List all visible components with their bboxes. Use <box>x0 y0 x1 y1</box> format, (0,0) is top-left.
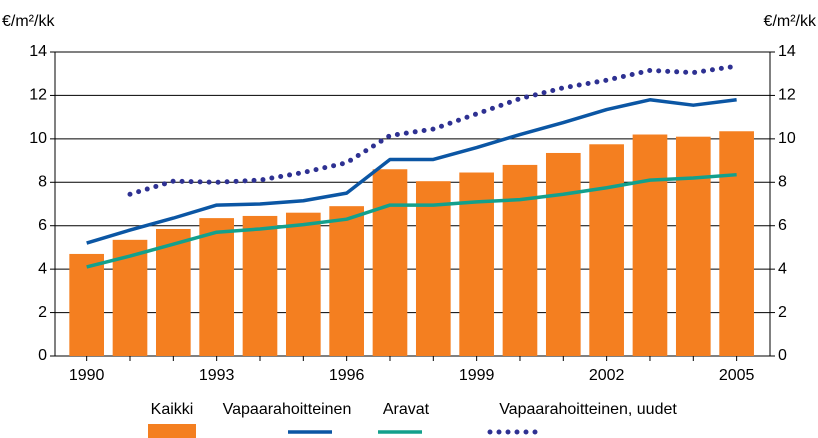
y2-tick-label: 12 <box>778 87 796 104</box>
bar <box>675 136 711 356</box>
legend-label: Vapaarahoitteinen <box>223 401 352 418</box>
legend-label: Kaikki <box>151 401 194 418</box>
y2-tick-label: 4 <box>778 260 787 277</box>
line <box>86 172 737 269</box>
y-tick-label: 10 <box>29 130 47 147</box>
bar <box>242 215 278 356</box>
bar <box>372 169 408 356</box>
y-tick-label: 6 <box>38 217 47 234</box>
legend-label: Vapaarahoitteinen, uudet <box>499 401 677 418</box>
y2-tick-label: 0 <box>778 347 787 364</box>
y2-tick-label: 8 <box>778 174 787 191</box>
x-tick-label: 1990 <box>69 367 105 384</box>
bar <box>589 144 624 356</box>
line <box>86 98 737 245</box>
bar <box>415 181 451 356</box>
bar <box>545 152 581 356</box>
bar <box>69 253 104 356</box>
bar <box>329 206 364 356</box>
bar <box>285 212 321 356</box>
y-tick-label: 12 <box>29 87 47 104</box>
x-tick-label: 1999 <box>459 367 495 384</box>
y2-tick-label: 2 <box>778 304 787 321</box>
bar <box>199 218 234 356</box>
bar <box>155 228 191 356</box>
y-tick-label: 8 <box>38 174 47 191</box>
y2-axis-label: €/m²/kk <box>764 13 817 30</box>
y-tick-label: 0 <box>38 347 47 364</box>
x-tick-label: 1993 <box>199 367 235 384</box>
line <box>127 63 740 197</box>
y-tick-label: 4 <box>38 260 47 277</box>
bar <box>719 131 754 356</box>
legend-swatch <box>148 424 196 438</box>
y2-tick-label: 10 <box>778 130 796 147</box>
bar <box>502 164 538 356</box>
bar <box>632 134 668 356</box>
x-tick-label: 1996 <box>329 367 365 384</box>
x-tick-label: 2005 <box>719 367 755 384</box>
y-tick-label: 14 <box>29 43 47 60</box>
y2-tick-label: 14 <box>778 43 796 60</box>
y-tick-label: 2 <box>38 304 47 321</box>
y-axis-label: €/m²/kk <box>2 13 55 30</box>
legend-label: Aravat <box>383 401 430 418</box>
y2-tick-label: 6 <box>778 217 787 234</box>
x-tick-label: 2002 <box>589 367 625 384</box>
